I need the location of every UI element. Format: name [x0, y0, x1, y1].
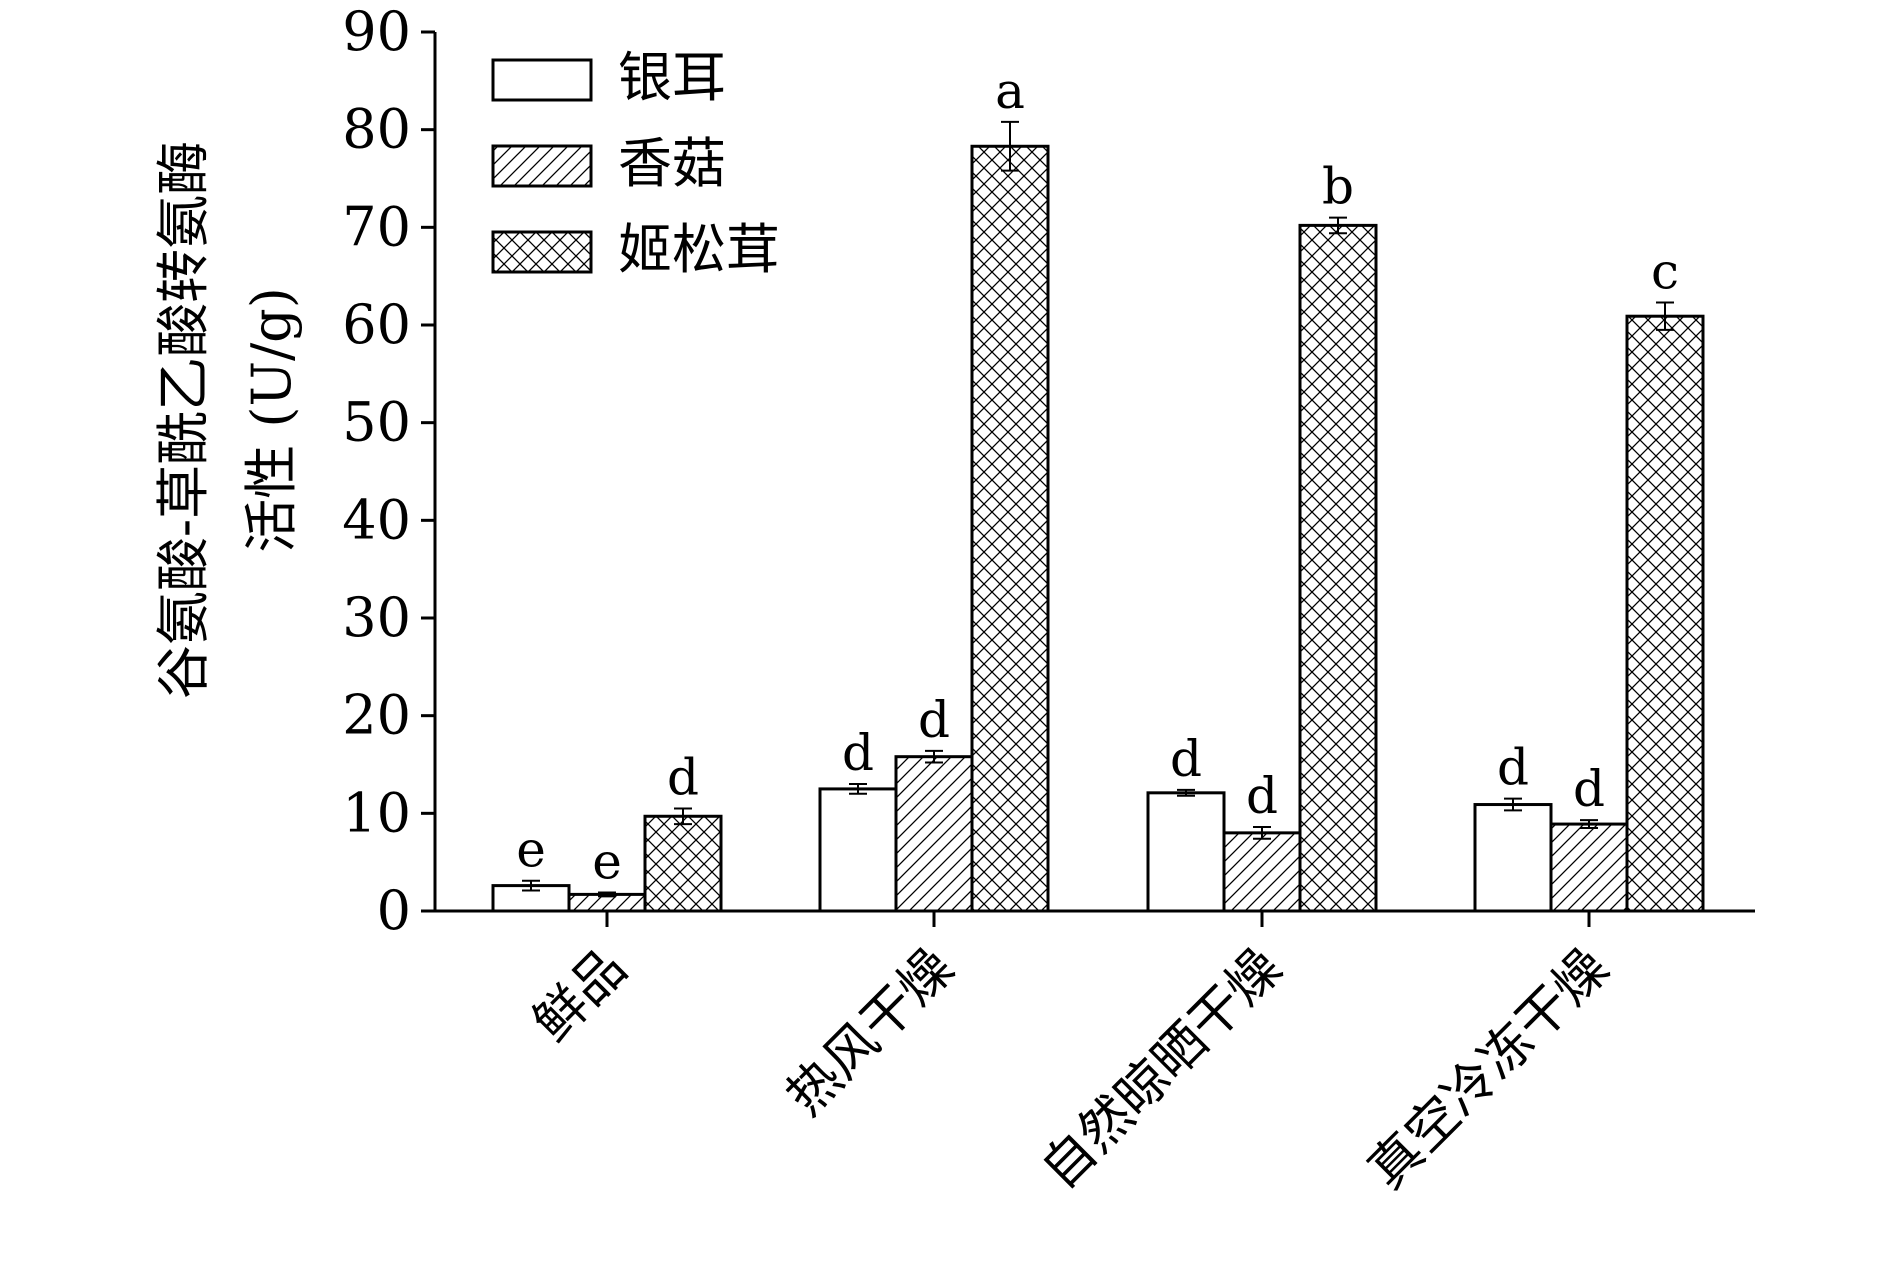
y-tick-label: 10 — [342, 781, 411, 844]
y-tick-label: 40 — [342, 488, 411, 551]
legend-label: 银耳 — [618, 46, 726, 109]
significance-label: c — [1651, 243, 1679, 301]
bar — [643, 814, 723, 913]
y-tick-label: 30 — [342, 586, 411, 649]
x-tick-label: 自然晾晒干燥 — [1030, 938, 1293, 1201]
y-tick-label: 50 — [342, 391, 411, 454]
bar — [1146, 791, 1226, 913]
significance-label: d — [667, 748, 699, 806]
significance-label: d — [842, 724, 874, 782]
y-tick-label: 0 — [377, 879, 411, 942]
x-tick-label: 真空冷冻干燥 — [1357, 938, 1620, 1201]
y-axis-label-line2: 活性 (U/g) — [240, 287, 303, 553]
legend-swatch — [491, 230, 593, 274]
significance-label: e — [516, 821, 546, 879]
y-tick-label: 20 — [342, 684, 411, 747]
bar — [1298, 223, 1378, 913]
bars — [491, 120, 1705, 913]
bar — [970, 144, 1050, 913]
significance-label: b — [1322, 158, 1354, 216]
y-tick-label: 60 — [342, 293, 411, 356]
legend-label: 姬松茸 — [618, 218, 780, 281]
significance-label: e — [592, 832, 622, 890]
y-axis-title: 谷氨酸-草酰乙酸转氨酶 活性 (U/g) — [152, 141, 303, 699]
x-tick-label: 热风干燥 — [776, 938, 966, 1128]
legend-label: 香菇 — [618, 132, 726, 195]
y-tick-label: 70 — [342, 195, 411, 258]
bar — [1625, 314, 1705, 913]
significance-label: d — [1170, 730, 1202, 788]
legend-swatch — [491, 58, 593, 102]
bar — [1549, 822, 1629, 913]
y-axis-label-line1: 谷氨酸-草酰乙酸转氨酶 — [152, 141, 215, 699]
significance-label: d — [1497, 739, 1529, 797]
y-tick-label: 90 — [342, 0, 411, 63]
x-tick-label: 鲜品 — [522, 938, 638, 1054]
significance-label: d — [1573, 760, 1605, 818]
y-tick-label: 80 — [342, 98, 411, 161]
significance-label: d — [1246, 767, 1278, 825]
bar — [1222, 831, 1302, 913]
bar — [1473, 803, 1553, 913]
bar — [894, 755, 974, 913]
significance-label: a — [995, 62, 1025, 120]
bar — [818, 787, 898, 913]
legend-swatch — [491, 144, 593, 188]
significance-label: d — [918, 691, 950, 749]
